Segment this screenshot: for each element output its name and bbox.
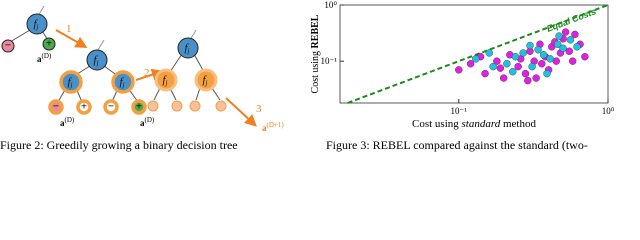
point xyxy=(499,74,508,82)
plot-frame xyxy=(339,4,609,104)
point xyxy=(526,41,534,50)
point xyxy=(553,40,562,48)
point xyxy=(514,62,522,71)
leaf-label: a(D+1) xyxy=(262,121,284,133)
point xyxy=(521,69,530,78)
point xyxy=(571,30,579,39)
leaf-sign: − xyxy=(108,101,114,113)
point xyxy=(496,64,505,72)
leaf-sign: − xyxy=(5,40,11,52)
point xyxy=(543,69,551,78)
node-label: fj xyxy=(162,74,167,87)
point xyxy=(489,62,497,71)
node-label: fj xyxy=(202,74,207,87)
step-number: 3 xyxy=(256,103,262,115)
figure-3-plot: 10⁻¹ 10⁰ 10⁻¹ 10⁰ Equal Costs Cost using stan… xyxy=(310,0,615,130)
step-number: 1 xyxy=(66,23,72,35)
point xyxy=(555,32,563,40)
point xyxy=(466,60,475,68)
point xyxy=(566,36,575,44)
x-axis-label-part: standard xyxy=(462,118,501,130)
point xyxy=(509,67,517,76)
figure-caption: Figure 2: Greedily growing a binary deci… xyxy=(0,138,238,152)
y-tick-label: 10⁻¹ xyxy=(321,56,338,66)
point xyxy=(528,62,536,71)
y-tick-label: 10⁰ xyxy=(324,0,337,10)
point xyxy=(472,55,480,63)
x-axis-label: Cost using standard method xyxy=(412,118,536,130)
leaf-sign: + xyxy=(136,101,142,113)
annotation: Equal Costs xyxy=(545,6,597,34)
node-label: fj xyxy=(119,76,124,89)
point xyxy=(511,53,520,61)
y-axis-label: Cost using REBEL xyxy=(310,14,321,93)
x-axis-label-part: Cost using xyxy=(412,118,462,130)
node-label: fj xyxy=(33,18,38,31)
point xyxy=(519,49,527,57)
step-number: 2 xyxy=(144,67,150,79)
point xyxy=(532,74,540,82)
point xyxy=(493,57,501,65)
y-axis-label-part: Cost using xyxy=(310,48,321,93)
x-tick-label: 10⁰ xyxy=(602,106,615,116)
figure-2-diagram: fj − + a(D) 1 fj fj fj − + − + a(D) a(D)… xyxy=(1,5,284,133)
point xyxy=(524,76,532,85)
point xyxy=(481,69,489,78)
point xyxy=(503,60,511,68)
node-label: fj xyxy=(184,42,189,55)
leaf-label: a(D) xyxy=(37,52,52,64)
point xyxy=(538,60,546,68)
point xyxy=(559,44,567,52)
node-label: fj xyxy=(93,54,98,67)
point xyxy=(455,66,463,74)
node-label: fj xyxy=(67,76,72,89)
x-axis-label-part: method xyxy=(500,118,536,130)
point xyxy=(485,49,493,57)
x-tick-label: 10⁻¹ xyxy=(451,106,468,116)
point xyxy=(581,53,589,61)
page: fj − + a(D) 1 fj fj fj − + − + a(D) a(D)… xyxy=(0,0,615,152)
leaf-label: a(D) xyxy=(140,116,155,128)
y-axis-label-part: REBEL xyxy=(310,14,321,48)
leaf-label: a(D) xyxy=(60,116,75,128)
point xyxy=(565,47,573,55)
point xyxy=(534,46,542,54)
point xyxy=(546,55,554,63)
equal-cost-line xyxy=(347,4,609,104)
point xyxy=(539,51,548,59)
point xyxy=(573,43,581,51)
point xyxy=(568,57,577,65)
leaf-sign: + xyxy=(81,101,87,113)
leaf-sign: + xyxy=(46,38,52,50)
figure-caption: Figure 3: REBEL compared against the sta… xyxy=(326,138,588,152)
point xyxy=(561,28,570,36)
leaf-sign: − xyxy=(53,101,59,113)
